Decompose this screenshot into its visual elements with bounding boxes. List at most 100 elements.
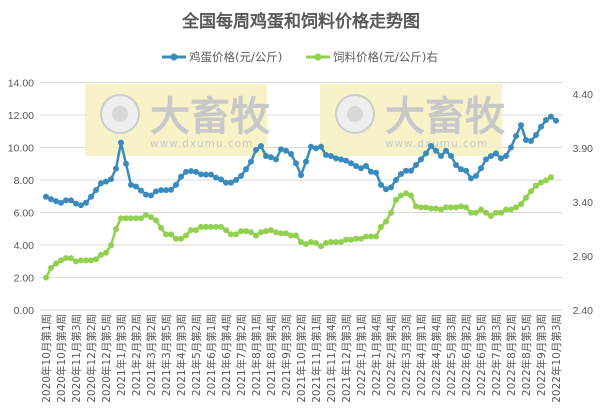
- x-tick-label: 2021年5月第2周: [190, 314, 203, 396]
- data-point: [408, 167, 414, 174]
- data-point: [238, 172, 244, 179]
- data-point: [183, 232, 189, 239]
- data-point: [318, 243, 324, 250]
- data-point: [473, 172, 479, 179]
- data-point: [173, 235, 179, 242]
- data-point: [133, 183, 139, 190]
- data-point: [498, 209, 504, 216]
- x-tick-label: 2020年12月第5周: [100, 314, 113, 403]
- data-point: [348, 236, 354, 243]
- data-point: [503, 206, 509, 213]
- data-point: [153, 217, 159, 224]
- data-point: [138, 215, 144, 222]
- data-point: [138, 187, 144, 194]
- data-point: [368, 233, 374, 240]
- data-point: [513, 204, 519, 211]
- y-left-tick-label: 4.00: [14, 240, 35, 252]
- data-point: [233, 177, 239, 183]
- x-tick-label: 2022年8月第5周: [520, 314, 533, 396]
- data-point: [73, 258, 79, 265]
- data-point: [308, 143, 314, 150]
- legend-label-feed: 饲料价格(元/公斤)右: [333, 50, 438, 64]
- data-point: [403, 190, 409, 197]
- data-point: [413, 203, 419, 210]
- data-point: [78, 257, 84, 264]
- data-point: [88, 193, 94, 200]
- data-point: [78, 202, 84, 209]
- data-point: [128, 181, 134, 188]
- data-point: [48, 264, 54, 271]
- x-tick-label: 2022年4月第1周: [415, 314, 428, 396]
- data-point: [363, 163, 369, 170]
- data-point: [373, 169, 379, 176]
- x-tick-label: 2021年12月第3周: [340, 314, 353, 403]
- x-tick-label: 2021年11月第4周: [325, 314, 338, 403]
- x-tick-label: 2022年5月第3周: [445, 314, 458, 396]
- data-point: [313, 240, 319, 247]
- data-point: [188, 168, 194, 175]
- data-point: [228, 231, 234, 238]
- data-point: [118, 139, 124, 146]
- data-point: [438, 206, 444, 213]
- data-point: [543, 177, 549, 184]
- x-tick-label: 2021年3月第5周: [160, 314, 173, 396]
- data-point: [328, 238, 334, 245]
- data-point: [153, 188, 159, 195]
- data-point: [258, 143, 264, 150]
- data-point: [203, 171, 209, 178]
- x-tick-label: 2021年6月第1周: [205, 314, 218, 396]
- x-tick-label: 2020年10月第4周: [55, 314, 68, 403]
- data-point: [433, 147, 439, 154]
- data-point: [113, 226, 119, 232]
- data-point: [358, 235, 364, 242]
- data-point: [293, 160, 299, 167]
- x-tick-label: 2021年11月第1周: [310, 314, 323, 403]
- data-point: [273, 229, 279, 236]
- chart-title: 全国每周鸡蛋和饲料价格走势图: [181, 11, 420, 32]
- x-tick-label: 2022年2月第4周: [385, 314, 398, 396]
- y-left-tick-label: 8.00: [14, 175, 35, 187]
- data-point: [43, 274, 49, 281]
- data-point: [353, 163, 359, 170]
- data-point: [448, 152, 454, 159]
- data-point: [113, 165, 119, 172]
- data-point: [433, 205, 439, 212]
- x-tick-label: 2021年1月第3周: [115, 314, 128, 396]
- data-point: [258, 229, 264, 236]
- data-point: [178, 173, 184, 180]
- data-point: [193, 168, 199, 175]
- data-point: [513, 132, 519, 139]
- y-right-tick-label: 4.40: [573, 89, 594, 101]
- data-point: [83, 257, 89, 264]
- legend-item-egg[interactable]: 鸡蛋价格(元/公斤): [162, 50, 282, 64]
- data-point: [68, 255, 74, 262]
- data-point: [493, 150, 499, 157]
- data-point: [53, 198, 59, 205]
- data-point: [223, 227, 229, 234]
- data-point: [363, 233, 369, 240]
- data-point: [163, 231, 169, 238]
- data-point: [243, 228, 249, 235]
- data-point: [453, 204, 459, 211]
- data-point: [443, 147, 449, 154]
- data-point: [398, 170, 404, 177]
- y-right-tick-label: 2.40: [573, 305, 594, 317]
- y-axis-left: 0.00 2.00 4.00 6.00 8.00 10.00 12.00 14.00: [8, 78, 34, 318]
- data-point: [333, 155, 339, 162]
- y-axis-right: 2.40 2.90 3.40 3.90 4.40: [573, 89, 594, 317]
- gridlines: [40, 82, 563, 311]
- x-tick-label: 2021年2月第2周: [130, 314, 143, 396]
- legend-item-feed[interactable]: 饲料价格(元/公斤)右: [306, 50, 438, 64]
- x-tick-label: 2021年8月第1周: [250, 314, 263, 396]
- y-left-tick-label: 10.00: [8, 143, 34, 155]
- data-point: [98, 180, 104, 187]
- data-point: [168, 231, 174, 238]
- data-point: [413, 162, 419, 169]
- data-point: [338, 156, 344, 163]
- data-point: [198, 223, 204, 230]
- data-point: [238, 228, 244, 235]
- data-point: [473, 209, 479, 216]
- x-tick-label: 2020年10月第1周: [40, 314, 53, 403]
- data-point: [493, 209, 499, 216]
- x-tick-label: 2022年1月第4周: [370, 314, 383, 396]
